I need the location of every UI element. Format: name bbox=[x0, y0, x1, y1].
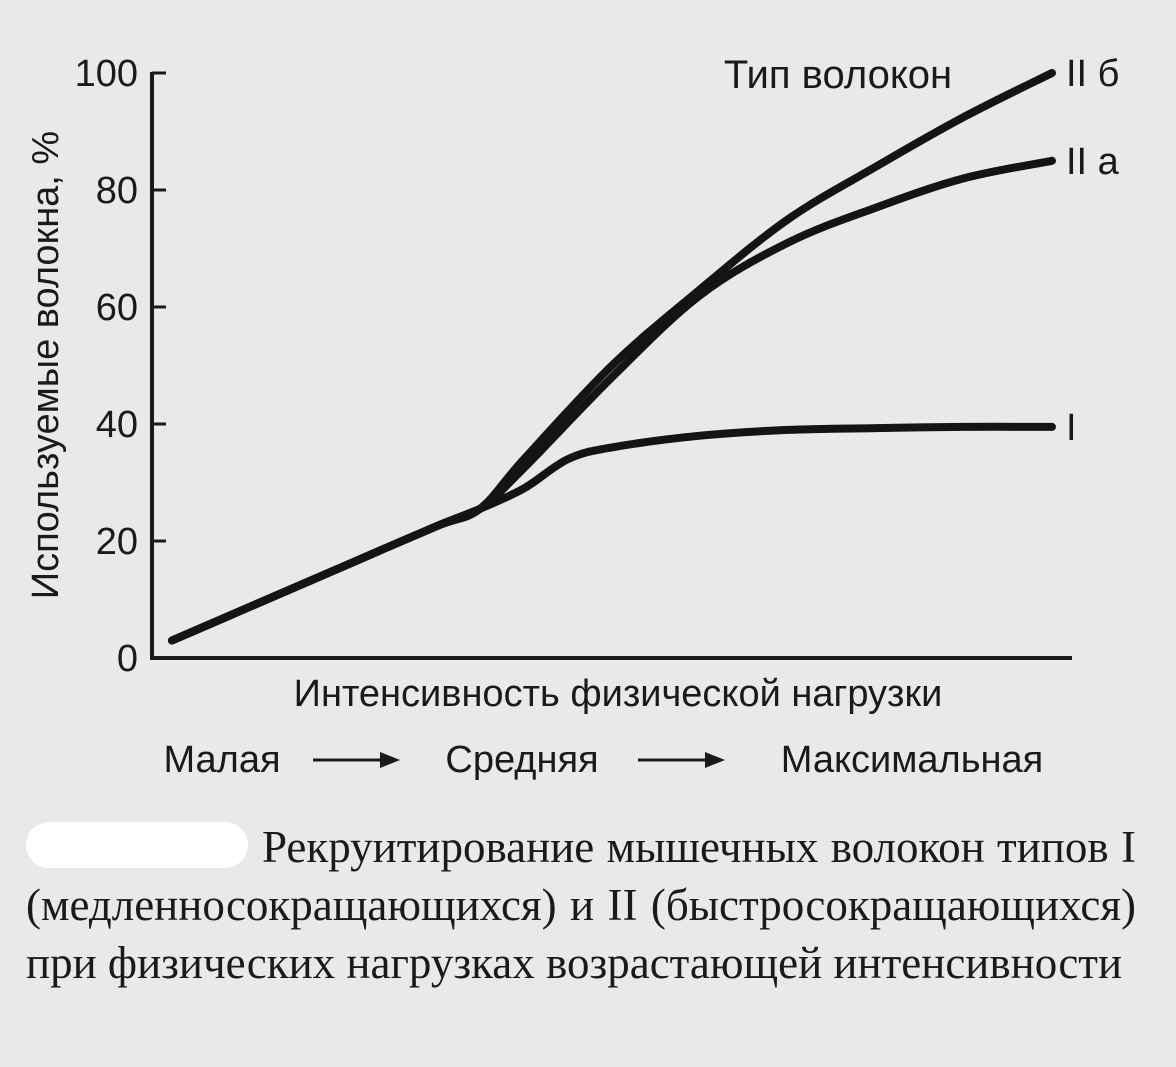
x-scale-high: Максимальная bbox=[781, 739, 1043, 781]
x-axis-title: Интенсивность физической нагрузки bbox=[294, 673, 943, 715]
x-scale: Малая Средняя Максимальная bbox=[163, 739, 1043, 781]
x-scale-mid: Средняя bbox=[445, 739, 598, 781]
arrow-right-icon bbox=[313, 752, 400, 768]
y-ticks: 0 20 40 60 80 100 bbox=[75, 53, 166, 680]
y-tick-label: 0 bbox=[117, 638, 138, 680]
y-tick-label: 60 bbox=[96, 287, 138, 329]
series-line-1 bbox=[168, 156, 1056, 645]
legend-title: Тип волокон bbox=[724, 53, 952, 97]
y-axis-title: Используемые волокна, % bbox=[25, 131, 67, 599]
series-label-0: II б bbox=[1066, 53, 1119, 95]
y-tick-label: 80 bbox=[96, 170, 138, 212]
series-label-2: I bbox=[1066, 407, 1077, 449]
figure-caption: Рекруитирование мышечных волокон типов I… bbox=[26, 818, 1136, 992]
y-tick-label: 40 bbox=[96, 404, 138, 446]
chart: 0 20 40 60 80 100 II б II a I Используемые воло… bbox=[25, 53, 1120, 781]
x-scale-low: Малая bbox=[163, 739, 280, 781]
arrow-right-icon bbox=[638, 752, 725, 768]
figure-number-blank bbox=[26, 822, 248, 868]
series-labels: II б II a I bbox=[1066, 53, 1120, 449]
y-tick-label: 20 bbox=[96, 521, 138, 563]
series-line-2 bbox=[168, 422, 1056, 645]
series-lines bbox=[168, 69, 1056, 645]
series-label-1: II a bbox=[1066, 141, 1120, 183]
series-line-0 bbox=[168, 69, 1056, 645]
y-tick-label: 100 bbox=[75, 53, 138, 95]
caption-text: Рекруитирование мышечных волокон типов I… bbox=[26, 822, 1136, 988]
axes bbox=[150, 72, 1072, 660]
